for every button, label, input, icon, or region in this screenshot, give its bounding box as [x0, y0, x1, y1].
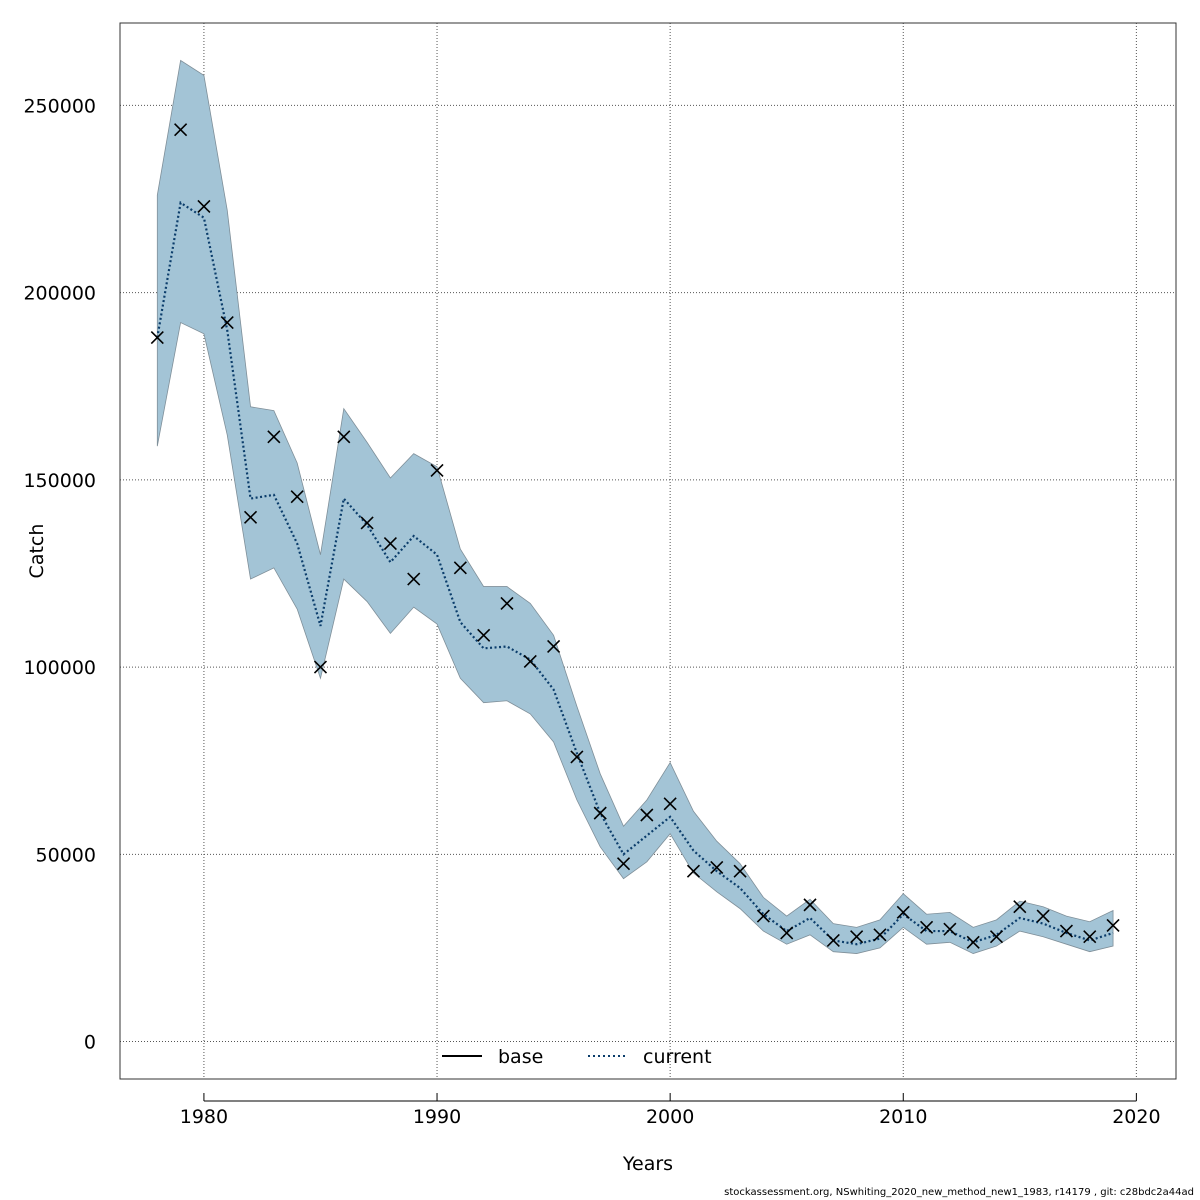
observed-point-1995 — [547, 639, 561, 654]
y-tick-label-50000: 50000 — [36, 844, 96, 866]
observed-point-2019 — [1106, 918, 1120, 933]
observed-point-2002 — [710, 860, 724, 874]
observed-point-1985 — [313, 660, 328, 674]
x-tick-label-2020: 2020 — [1112, 1106, 1160, 1128]
observed-point-1990 — [430, 463, 444, 478]
observed-point-1982 — [243, 510, 258, 524]
observed-point-2014 — [989, 930, 1004, 944]
observed-point-2009 — [873, 928, 887, 942]
observed-point-2005 — [780, 926, 794, 940]
y-tick-label-0: 0 — [84, 1032, 96, 1054]
observed-markers — [150, 123, 1120, 949]
x-tick-label-1980: 1980 — [180, 1106, 228, 1128]
series-lines — [156, 200, 1114, 946]
plot-frame — [119, 22, 1177, 1080]
x-axis: 1980 1990 2000 2010 2020 — [180, 1093, 1161, 1128]
observed-point-1999 — [640, 808, 654, 822]
y-tick-label-200000: 200000 — [23, 283, 96, 305]
y-axis-title: Catch — [26, 524, 48, 579]
observed-point-1978 — [150, 330, 164, 345]
observed-point-2006 — [803, 898, 817, 912]
observed-point-2010 — [896, 905, 910, 919]
observed-point-1988 — [383, 536, 397, 551]
observed-point-1992 — [477, 628, 491, 642]
observed-point-1991 — [453, 561, 467, 575]
y-tick-label-100000: 100000 — [23, 657, 96, 679]
series-current-line — [156, 200, 1114, 946]
legend-base-label: base — [498, 1046, 543, 1068]
observed-point-2007 — [826, 933, 840, 948]
observed-point-2015 — [1013, 900, 1027, 914]
confidence-band-area — [156, 59, 1114, 954]
observed-point-2001 — [686, 864, 701, 878]
observed-point-2003 — [733, 864, 747, 878]
observed-point-1998 — [616, 857, 631, 871]
x-tick-label-2000: 2000 — [646, 1106, 694, 1128]
observed-point-1997 — [593, 806, 607, 820]
observed-point-2018 — [1083, 930, 1097, 944]
observed-point-1996 — [570, 750, 584, 764]
y-axis: 0 50000 100000 150000 200000 250000 — [23, 95, 96, 1053]
observed-point-2013 — [966, 935, 980, 949]
observed-point-1989 — [407, 572, 421, 586]
legend-current-label: current — [643, 1046, 712, 1068]
observed-point-1986 — [337, 430, 351, 444]
observed-point-1984 — [290, 490, 304, 504]
y-tick-label-250000: 250000 — [23, 95, 96, 117]
x-axis-title: Years — [622, 1153, 673, 1175]
observed-point-2004 — [756, 909, 770, 923]
observed-point-2008 — [850, 930, 864, 944]
observed-point-1993 — [500, 596, 514, 610]
observed-point-2000 — [663, 797, 677, 811]
observed-point-1981 — [220, 316, 234, 330]
observed-point-2017 — [1059, 924, 1074, 938]
observed-point-1994 — [523, 654, 537, 669]
observed-point-2016 — [1036, 909, 1050, 923]
observed-point-2012 — [943, 922, 957, 936]
observed-point-1980 — [197, 199, 211, 214]
observed-point-1979 — [174, 123, 188, 137]
observed-point-1983 — [267, 430, 281, 444]
footer-credit: stockassessment.org, NSwhiting_2020_new_… — [724, 1187, 1194, 1198]
observed-point-2011 — [920, 920, 934, 934]
observed-point-1987 — [360, 516, 374, 530]
confidence-band — [156, 59, 1114, 954]
x-tick-label-1990: 1990 — [413, 1106, 461, 1128]
x-tick-label-2010: 2010 — [879, 1106, 927, 1128]
legend: base current — [442, 1046, 712, 1068]
y-tick-label-150000: 150000 — [23, 470, 96, 492]
